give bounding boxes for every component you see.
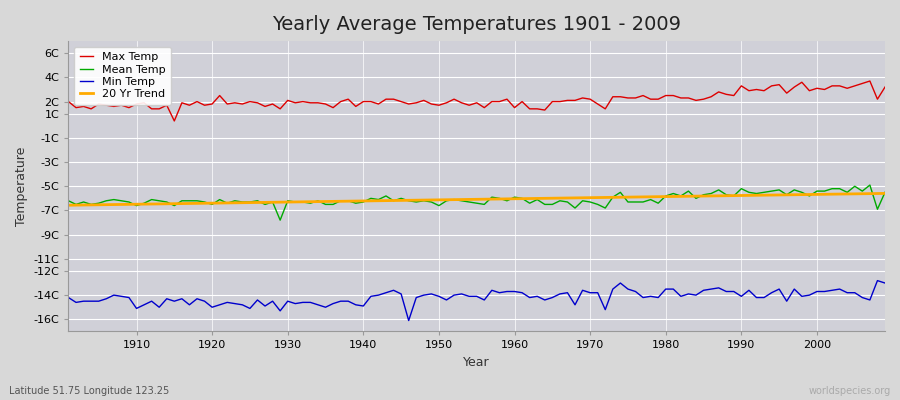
Max Temp	[865, 79, 876, 84]
Max Temp	[879, 85, 890, 90]
Title: Yearly Average Temperatures 1901 - 2009: Yearly Average Temperatures 1901 - 2009	[272, 15, 681, 34]
Line: Mean Temp: Mean Temp	[68, 185, 885, 220]
Mean Temp	[517, 196, 527, 201]
20 Yr Trend	[290, 200, 301, 204]
Max Temp	[297, 99, 308, 104]
Min Temp	[608, 287, 618, 292]
Min Temp	[517, 290, 527, 295]
Mean Temp	[274, 218, 285, 222]
Min Temp	[879, 281, 890, 286]
20 Yr Trend	[501, 196, 512, 201]
20 Yr Trend	[600, 195, 611, 200]
Min Temp	[509, 289, 520, 294]
Mean Temp	[63, 198, 74, 203]
Min Temp	[290, 301, 301, 306]
Line: Max Temp: Max Temp	[68, 81, 885, 121]
Mean Temp	[343, 198, 354, 203]
20 Yr Trend	[335, 199, 346, 204]
Min Temp	[63, 295, 74, 300]
Mean Temp	[608, 195, 618, 200]
Y-axis label: Temperature: Temperature	[15, 146, 28, 226]
X-axis label: Year: Year	[464, 356, 490, 369]
Mean Temp	[123, 200, 134, 204]
Min Temp	[403, 318, 414, 323]
20 Yr Trend	[879, 191, 890, 196]
Mean Temp	[865, 183, 876, 188]
20 Yr Trend	[509, 196, 520, 201]
Max Temp	[517, 99, 527, 104]
Max Temp	[169, 118, 180, 123]
Min Temp	[123, 295, 134, 300]
Min Temp	[872, 278, 883, 283]
Mean Temp	[509, 195, 520, 200]
Max Temp	[343, 97, 354, 102]
Line: Min Temp: Min Temp	[68, 281, 885, 320]
Legend: Max Temp, Mean Temp, Min Temp, 20 Yr Trend: Max Temp, Mean Temp, Min Temp, 20 Yr Tre…	[74, 47, 171, 105]
Line: 20 Yr Trend: 20 Yr Trend	[68, 194, 885, 205]
Min Temp	[335, 299, 346, 304]
Mean Temp	[879, 190, 890, 195]
20 Yr Trend	[63, 203, 74, 208]
Max Temp	[608, 94, 618, 99]
Max Temp	[509, 105, 520, 110]
Max Temp	[123, 105, 134, 110]
Mean Temp	[297, 200, 308, 204]
Text: Latitude 51.75 Longitude 123.25: Latitude 51.75 Longitude 123.25	[9, 386, 169, 396]
20 Yr Trend	[123, 202, 134, 207]
Max Temp	[63, 99, 74, 104]
Text: worldspecies.org: worldspecies.org	[809, 386, 891, 396]
